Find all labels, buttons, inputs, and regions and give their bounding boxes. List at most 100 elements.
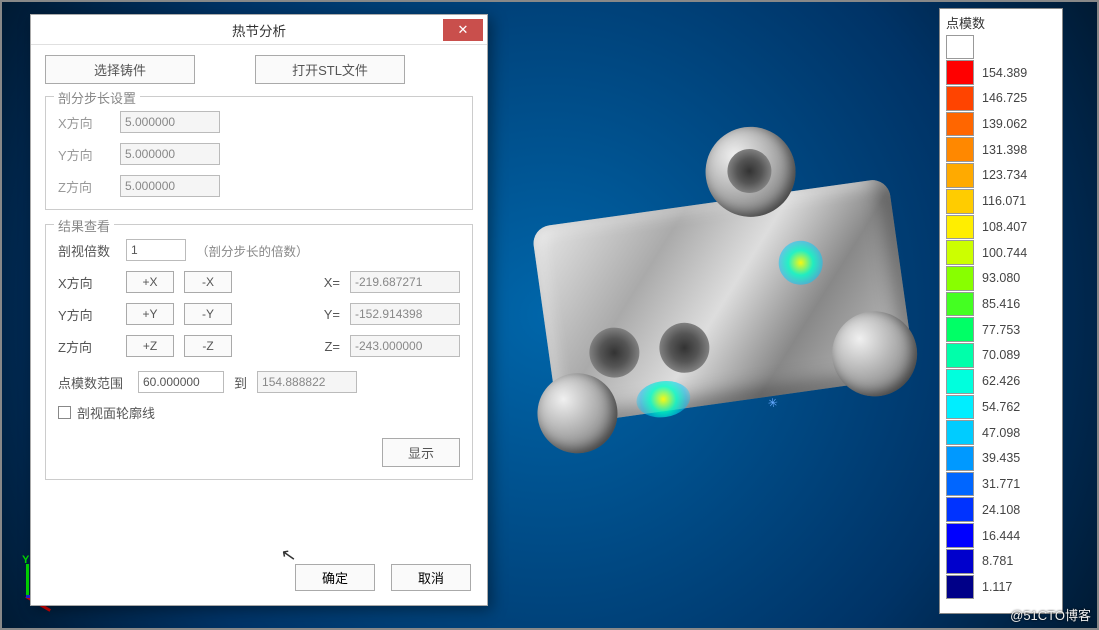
x-plus-button[interactable]: +X bbox=[126, 271, 174, 293]
legend-value: 139.062 bbox=[982, 117, 1027, 131]
legend-row: 116.071 bbox=[946, 188, 1056, 214]
multiple-note: （剖分步长的倍数） bbox=[196, 241, 309, 260]
legend-swatch bbox=[946, 137, 974, 162]
open-stl-button[interactable]: 打开STL文件 bbox=[255, 55, 405, 84]
z-plus-button[interactable]: +Z bbox=[126, 335, 174, 357]
legend-value: 39.435 bbox=[982, 451, 1020, 465]
section-z-label: Z方向 bbox=[58, 337, 116, 356]
x-value-input[interactable] bbox=[350, 271, 460, 293]
result-group-legend: 结果查看 bbox=[54, 216, 114, 235]
legend-swatch bbox=[946, 240, 974, 265]
legend-row: 1.117 bbox=[946, 574, 1056, 600]
x-minus-button[interactable]: -X bbox=[184, 271, 232, 293]
range-to-input[interactable] bbox=[257, 371, 357, 393]
y-eq-label: Y= bbox=[318, 307, 340, 322]
legend-title: 点模数 bbox=[946, 13, 1056, 32]
cast-model[interactable]: ✳ bbox=[500, 96, 943, 488]
legend-swatch bbox=[946, 497, 974, 522]
section-x-label: X方向 bbox=[58, 273, 116, 292]
outline-checkbox-label: 剖视面轮廓线 bbox=[77, 403, 155, 422]
y-minus-button[interactable]: -Y bbox=[184, 303, 232, 325]
step-x-label: X方向 bbox=[58, 113, 110, 132]
model-bore bbox=[656, 320, 712, 376]
legend-swatch bbox=[946, 266, 974, 291]
legend-value: 70.089 bbox=[982, 348, 1020, 362]
step-y-label: Y方向 bbox=[58, 145, 110, 164]
multiple-input[interactable] bbox=[126, 239, 186, 261]
close-icon: ✕ bbox=[458, 22, 469, 38]
legend-swatch bbox=[946, 189, 974, 214]
legend-swatch bbox=[946, 343, 974, 368]
legend-swatch bbox=[946, 395, 974, 420]
step-group-legend: 剖分步长设置 bbox=[54, 88, 140, 107]
legend-value: 54.762 bbox=[982, 400, 1020, 414]
viewport-3d: ✳ Y Z 点模数 154.389146.725139.062131.39812… bbox=[0, 0, 1099, 630]
legend-value: 93.080 bbox=[982, 271, 1020, 285]
legend-row: 123.734 bbox=[946, 163, 1056, 189]
legend-value: 131.398 bbox=[982, 143, 1027, 157]
legend-swatch bbox=[946, 472, 974, 497]
y-value-input[interactable] bbox=[350, 303, 460, 325]
dialog-titlebar[interactable]: 热节分析 ✕ bbox=[31, 15, 487, 45]
step-z-input[interactable] bbox=[120, 175, 220, 197]
legend-row: 70.089 bbox=[946, 343, 1056, 369]
result-view-group: 结果查看 剖视倍数 （剖分步长的倍数） X方向 +X -X X= Y方向 +Y bbox=[45, 224, 473, 480]
legend-swatch bbox=[946, 60, 974, 85]
legend-value: 31.771 bbox=[982, 477, 1020, 491]
ok-button[interactable]: 确定 bbox=[295, 564, 375, 591]
legend-row: 24.108 bbox=[946, 497, 1056, 523]
legend-row: 77.753 bbox=[946, 317, 1056, 343]
legend-row: 100.744 bbox=[946, 240, 1056, 266]
watermark: @51CTO博客 bbox=[1010, 605, 1091, 624]
legend-value: 47.098 bbox=[982, 426, 1020, 440]
outline-checkbox[interactable]: 剖视面轮廓线 bbox=[58, 403, 460, 422]
display-button[interactable]: 显示 bbox=[382, 438, 460, 467]
legend-row: 47.098 bbox=[946, 420, 1056, 446]
z-value-input[interactable] bbox=[350, 335, 460, 357]
z-eq-label: Z= bbox=[318, 339, 340, 354]
legend-swatch bbox=[946, 446, 974, 471]
legend-value: 85.416 bbox=[982, 297, 1020, 311]
origin-marker: ✳ bbox=[767, 395, 779, 410]
legend-row: 108.407 bbox=[946, 214, 1056, 240]
z-minus-button[interactable]: -Z bbox=[184, 335, 232, 357]
legend-swatch bbox=[946, 292, 974, 317]
legend-row: 139.062 bbox=[946, 111, 1056, 137]
legend-swatch bbox=[946, 86, 974, 111]
legend-value: 77.753 bbox=[982, 323, 1020, 337]
select-casting-button[interactable]: 选择铸件 bbox=[45, 55, 195, 84]
dialog-title: 热节分析 bbox=[31, 20, 487, 40]
legend-swatch bbox=[946, 523, 974, 548]
legend-row: 131.398 bbox=[946, 137, 1056, 163]
legend-row: 8.781 bbox=[946, 548, 1056, 574]
step-x-input[interactable] bbox=[120, 111, 220, 133]
legend-row: 93.080 bbox=[946, 265, 1056, 291]
close-button[interactable]: ✕ bbox=[443, 19, 483, 41]
legend-swatch bbox=[946, 215, 974, 240]
legend-swatch bbox=[946, 317, 974, 342]
step-z-label: Z方向 bbox=[58, 177, 110, 196]
legend-swatch bbox=[946, 35, 974, 60]
legend-row: 154.389 bbox=[946, 60, 1056, 86]
color-legend: 点模数 154.389146.725 139.062 131.398 123.734 1… bbox=[939, 8, 1063, 614]
legend-value: 123.734 bbox=[982, 168, 1027, 182]
legend-value: 62.426 bbox=[982, 374, 1020, 388]
model-bore bbox=[586, 324, 642, 380]
legend-row: 16.444 bbox=[946, 523, 1056, 549]
step-settings-group: 剖分步长设置 X方向 Y方向 Z方向 bbox=[45, 96, 473, 210]
legend-row: 146.725 bbox=[946, 85, 1056, 111]
range-label: 点模数范围 bbox=[58, 373, 128, 392]
cancel-button[interactable]: 取消 bbox=[391, 564, 471, 591]
legend-row bbox=[946, 34, 1056, 60]
range-to-label: 到 bbox=[234, 373, 247, 392]
y-plus-button[interactable]: +Y bbox=[126, 303, 174, 325]
legend-row: 62.426 bbox=[946, 368, 1056, 394]
step-y-input[interactable] bbox=[120, 143, 220, 165]
range-from-input[interactable] bbox=[138, 371, 224, 393]
legend-row: 39.435 bbox=[946, 446, 1056, 472]
legend-row: 85.416 bbox=[946, 291, 1056, 317]
model-bore bbox=[725, 146, 775, 196]
section-y-label: Y方向 bbox=[58, 305, 116, 324]
legend-swatch bbox=[946, 163, 974, 188]
legend-value: 16.444 bbox=[982, 529, 1020, 543]
